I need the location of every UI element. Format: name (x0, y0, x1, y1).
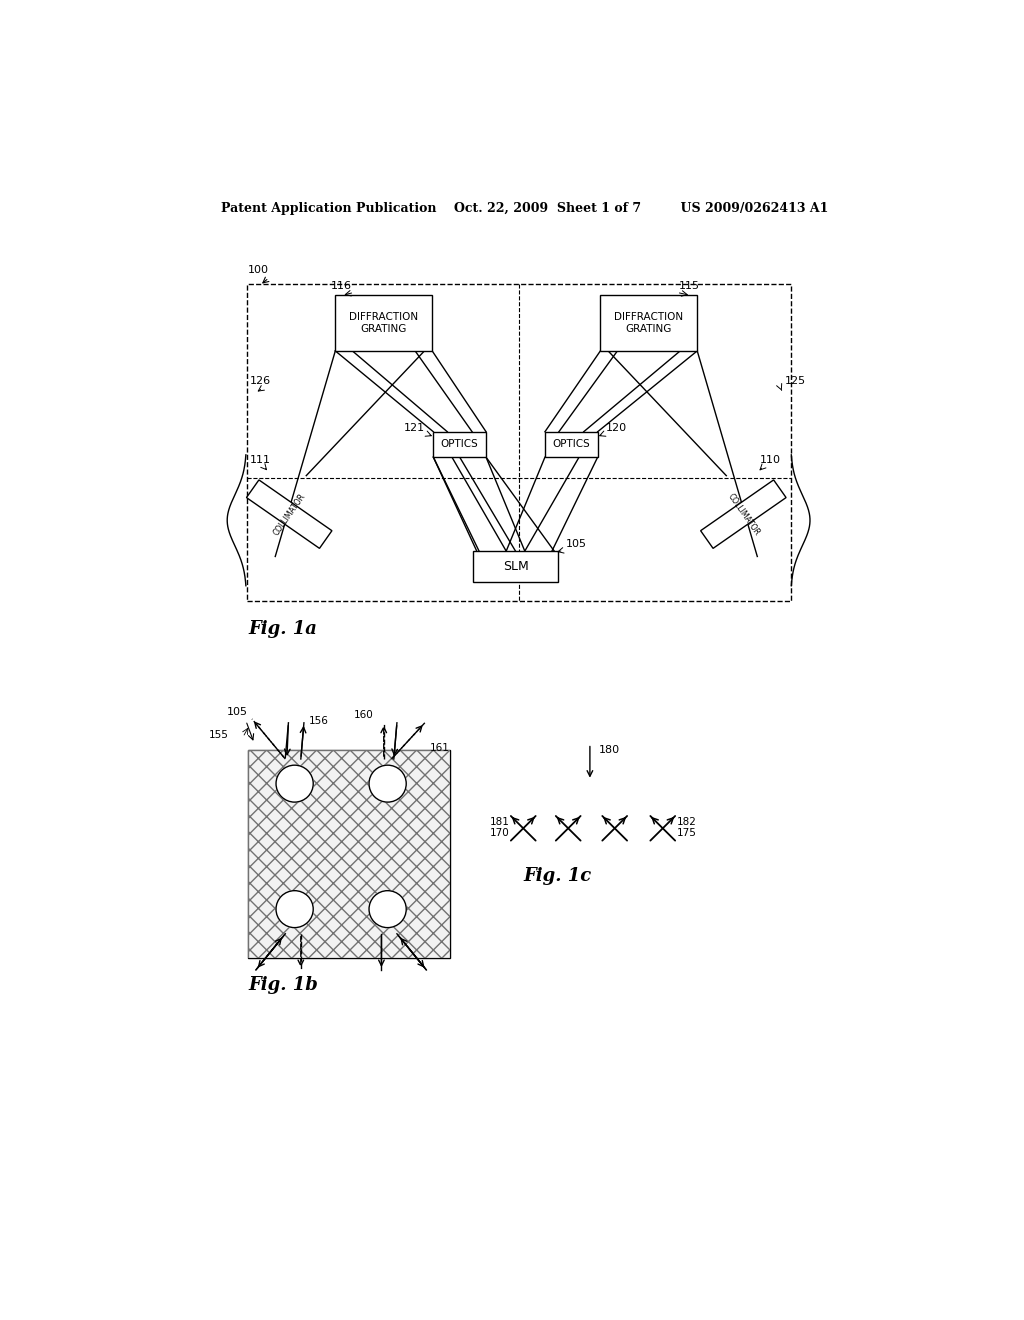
Text: 110: 110 (760, 455, 780, 465)
Text: OPTICS: OPTICS (552, 440, 590, 449)
Text: 156: 156 (308, 715, 329, 726)
Bar (248, 750, 450, 958)
Text: 181: 181 (489, 817, 509, 826)
Text: 160: 160 (354, 710, 374, 721)
Text: 125: 125 (784, 376, 806, 385)
Bar (247, 480, 332, 548)
Circle shape (276, 766, 313, 803)
Text: SLM: SLM (503, 560, 528, 573)
Bar (473, 552, 558, 582)
Text: DIFFRACTION
GRATING: DIFFRACTION GRATING (614, 313, 683, 334)
Text: 170: 170 (489, 828, 509, 838)
Text: 105: 105 (566, 539, 587, 549)
Circle shape (276, 891, 313, 928)
Text: 161: 161 (430, 743, 451, 754)
Text: 182: 182 (677, 817, 696, 826)
Bar (600, 296, 697, 351)
Text: 120: 120 (606, 422, 628, 433)
Text: OPTICS: OPTICS (440, 440, 478, 449)
Text: 180: 180 (599, 744, 621, 755)
Text: 100: 100 (248, 265, 268, 276)
Text: COLLIMATOR: COLLIMATOR (271, 491, 307, 537)
Text: Fig. 1b: Fig. 1b (248, 977, 318, 994)
Text: Patent Application Publication    Oct. 22, 2009  Sheet 1 of 7         US 2009/02: Patent Application Publication Oct. 22, … (221, 202, 828, 215)
Text: 155: 155 (209, 730, 228, 741)
Text: DIFFRACTION
GRATING: DIFFRACTION GRATING (349, 313, 419, 334)
Text: 116: 116 (331, 281, 352, 290)
Bar (545, 432, 598, 457)
Text: Fig. 1c: Fig. 1c (523, 867, 592, 884)
Bar (335, 296, 432, 351)
Circle shape (369, 766, 407, 803)
Text: 111: 111 (250, 455, 270, 465)
Circle shape (369, 891, 407, 928)
Text: 121: 121 (403, 422, 425, 433)
Text: 126: 126 (250, 376, 270, 385)
Bar (700, 480, 786, 548)
Bar (248, 750, 450, 958)
Text: COLLIMATOR: COLLIMATOR (726, 491, 761, 537)
Bar (433, 432, 486, 457)
Text: Fig. 1a: Fig. 1a (248, 620, 317, 639)
Bar (247, 284, 791, 601)
Text: 115: 115 (679, 281, 700, 290)
Text: 105: 105 (227, 708, 248, 718)
Text: 175: 175 (677, 828, 696, 838)
